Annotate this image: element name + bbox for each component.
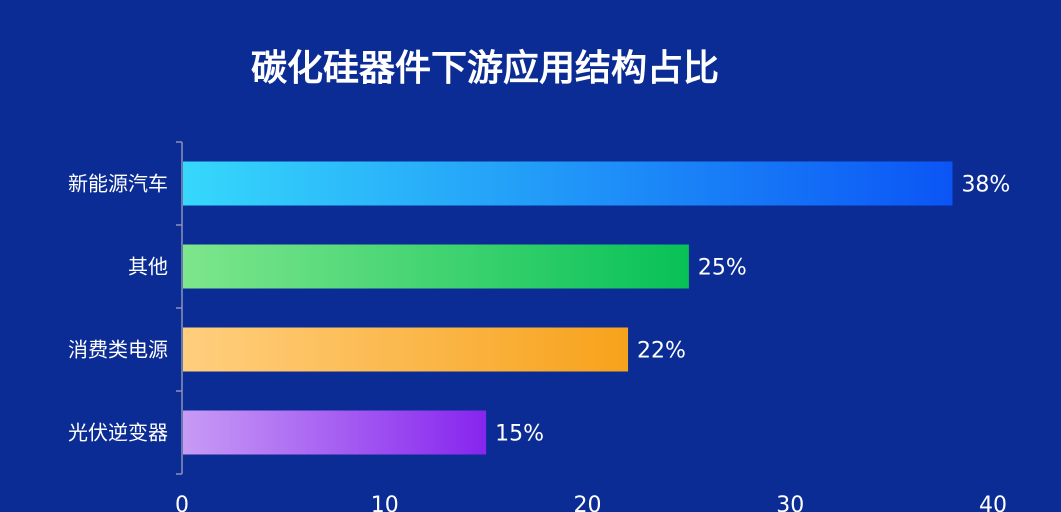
- x-tick-label: 30: [776, 493, 804, 512]
- bar: [183, 410, 487, 455]
- x-tick-label: 40: [979, 493, 1007, 512]
- x-axis-ticks: 0 10 20 30 40: [175, 493, 1007, 512]
- x-tick-label: 10: [371, 493, 399, 512]
- x-tick-label: 0: [175, 493, 189, 512]
- category-label: 其他: [128, 255, 168, 279]
- y-axis: [176, 141, 183, 475]
- chart-title: 碳化硅器件下游应用结构占比: [251, 48, 719, 89]
- bar: [183, 327, 629, 372]
- data-label: 15%: [495, 422, 544, 447]
- data-label: 22%: [637, 339, 686, 364]
- category-label: 新能源汽车: [68, 172, 168, 196]
- category-label: 消费类电源: [68, 338, 168, 362]
- x-tick-label: 20: [574, 493, 602, 512]
- data-label: 25%: [698, 256, 747, 281]
- bar: [183, 161, 953, 206]
- bars: 新能源汽车 38% 其他 25% 消费类电源 22% 光伏逆变器 15%: [68, 161, 1010, 455]
- bar: [183, 244, 689, 289]
- data-label: 38%: [961, 173, 1010, 198]
- category-label: 光伏逆变器: [68, 421, 168, 445]
